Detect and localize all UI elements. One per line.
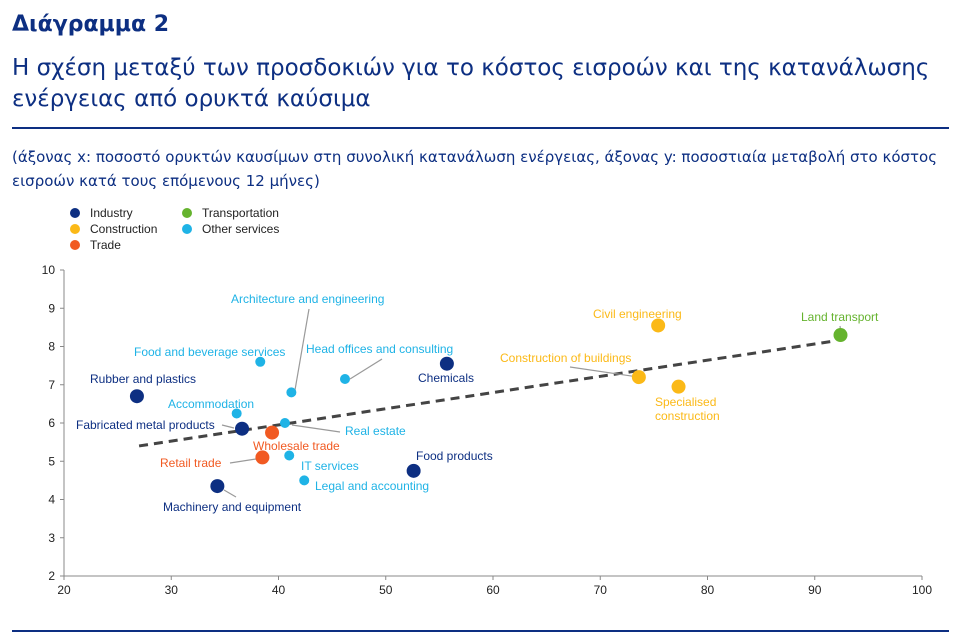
y-tick-label: 8 (48, 340, 55, 354)
data-point (299, 475, 310, 486)
data-label: Construction of buildings (500, 351, 631, 365)
data-label: Legal and accounting (315, 479, 429, 493)
x-tick-label: 80 (701, 583, 715, 597)
data-point (631, 370, 646, 385)
data-label: Retail trade (160, 456, 222, 470)
label-leader-line (221, 424, 235, 429)
data-label: Civil engineering (593, 307, 682, 321)
legend-label: Construction (90, 222, 158, 236)
data-point (265, 425, 280, 440)
legend-label: Trade (90, 238, 121, 252)
legend-swatch-transportation (182, 208, 192, 218)
y-tick-label: 3 (48, 531, 55, 545)
legend-label: Other services (202, 222, 280, 236)
data-label-line: Specialised (655, 395, 716, 409)
data-label: Food and beverage services (134, 345, 285, 359)
label-leader-line (569, 366, 639, 378)
trend-line (138, 339, 837, 448)
top-divider (12, 127, 949, 129)
data-point (210, 479, 225, 494)
y-tick-label: 10 (42, 263, 56, 277)
data-label-line: construction (655, 409, 720, 423)
y-tick-label: 9 (48, 301, 55, 315)
series-other-services: Architecture and engineering Food and bev… (134, 292, 453, 493)
label-leader-line (291, 424, 341, 433)
data-point (651, 318, 666, 333)
label-leader-line (294, 308, 310, 391)
x-tick-label: 70 (594, 583, 608, 597)
legend-item-industry: Industry (70, 205, 133, 221)
data-label: Fabricated metal products (76, 418, 215, 432)
data-point (833, 328, 848, 343)
data-label: Chemicals (418, 371, 474, 385)
data-label: Wholesale trade (253, 439, 340, 453)
x-tick-label: 20 (57, 583, 71, 597)
data-point (235, 421, 250, 436)
data-point (279, 418, 290, 428)
data-point (439, 356, 454, 371)
x-tick-label: 90 (808, 583, 822, 597)
legend-swatch-industry (70, 208, 80, 218)
figure-title: Η σχέση μεταξύ των προσδοκιών για το κόσ… (12, 55, 930, 112)
data-point (255, 450, 270, 465)
legend-swatch-construction (70, 224, 80, 234)
legend-item-other-services: Other services (182, 221, 279, 237)
series-trade: Wholesale trade Retail trade (160, 425, 340, 470)
label-leader-line (229, 458, 257, 464)
data-point (284, 450, 295, 461)
label-leader-line (223, 489, 237, 498)
x-tick-label: 60 (486, 583, 500, 597)
data-label: Specialised construction (655, 395, 720, 423)
series-construction: Civil engineering Construction of buildin… (500, 307, 720, 423)
data-label: IT services (301, 459, 359, 473)
data-label: Accommodation (168, 397, 254, 411)
data-label: Architecture and engineering (231, 292, 384, 306)
data-point (406, 463, 421, 478)
series-transportation: Land transport (801, 310, 879, 343)
data-point (231, 408, 242, 419)
y-tick-label: 2 (48, 569, 55, 583)
axis-description: (άξονας x: ποσοστό ορυκτών καυσίμων στη … (12, 148, 938, 190)
data-point (339, 374, 350, 385)
legend-swatch-trade (70, 240, 80, 250)
data-label: Head offices and consulting (306, 342, 453, 356)
data-label: Machinery and equipment (163, 500, 302, 514)
y-tick-label: 7 (48, 378, 55, 392)
data-label: Real estate (345, 424, 406, 438)
legend-item-trade: Trade (70, 237, 121, 253)
legend-label: Transportation (202, 206, 279, 220)
x-tick-label: 50 (379, 583, 393, 597)
data-label: Rubber and plastics (90, 372, 196, 386)
chart-legend: Industry Construction Trade Transportati… (70, 205, 330, 255)
series-industry: Rubber and plastics Fabricated metal prod… (76, 356, 493, 514)
x-tick-label: 40 (272, 583, 286, 597)
data-label: Food products (416, 449, 493, 463)
legend-item-construction: Construction (70, 221, 157, 237)
legend-label: Industry (90, 206, 133, 220)
data-point (671, 379, 686, 394)
legend-swatch-other-services (182, 224, 192, 234)
y-tick-label: 5 (48, 454, 55, 468)
x-tick-label: 30 (165, 583, 179, 597)
data-label: Land transport (801, 310, 879, 324)
data-point (129, 389, 144, 404)
y-tick-label: 4 (48, 493, 55, 507)
bottom-divider (12, 630, 949, 632)
x-tick-label: 100 (912, 583, 932, 597)
y-tick-label: 6 (48, 416, 55, 430)
data-point (286, 387, 297, 398)
legend-item-transportation: Transportation (182, 205, 279, 221)
data-point (255, 356, 266, 367)
label-leader-line (349, 358, 383, 380)
figure-label: Διάγραμμα 2 (12, 12, 170, 37)
